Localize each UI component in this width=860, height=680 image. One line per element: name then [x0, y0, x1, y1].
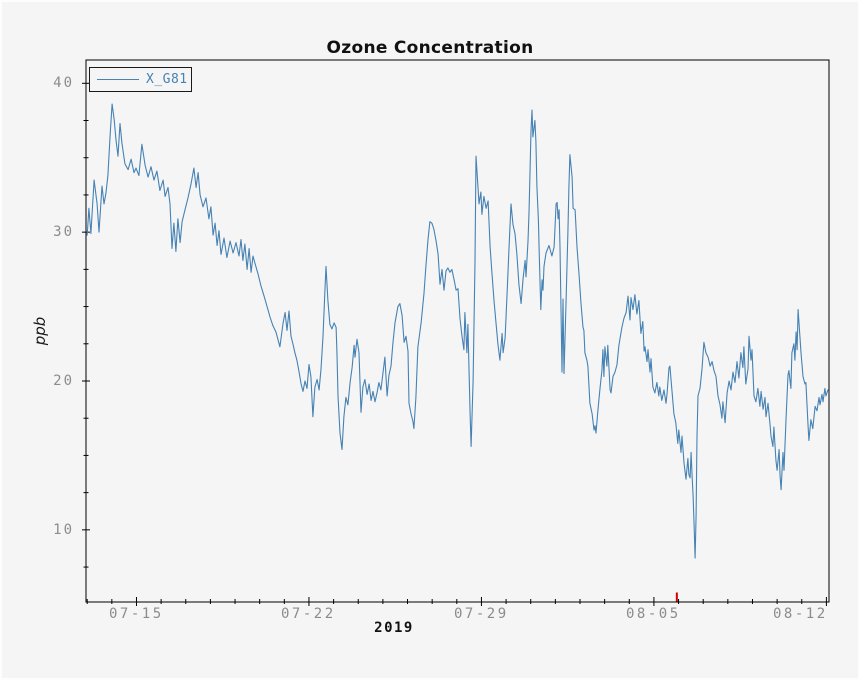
x-tick-label: 07-22 — [281, 606, 336, 622]
y-tick-label: 10 — [53, 522, 74, 538]
ozone-series-line — [86, 103, 829, 559]
x-tick-label: 08-12 — [773, 606, 828, 622]
plot-border — [85, 59, 830, 603]
x-tick-label: 07-29 — [454, 606, 509, 622]
y-axis-ticks — [82, 82, 90, 568]
y-tick-label: 20 — [53, 373, 74, 389]
chart-title: Ozone Concentration — [326, 38, 534, 58]
y-tick-label: 30 — [53, 224, 74, 240]
y-tick-label: 40 — [53, 75, 74, 91]
x-tick-label: 08-05 — [626, 606, 681, 622]
x-axis-label: 2019 — [374, 620, 414, 636]
x-axis-ticks — [86, 597, 827, 606]
x-tick-label: 07-15 — [109, 606, 164, 622]
legend-series-label: X_G81 — [146, 72, 188, 87]
legend-box: X_G81 — [89, 67, 192, 92]
legend-line-sample — [97, 79, 139, 80]
